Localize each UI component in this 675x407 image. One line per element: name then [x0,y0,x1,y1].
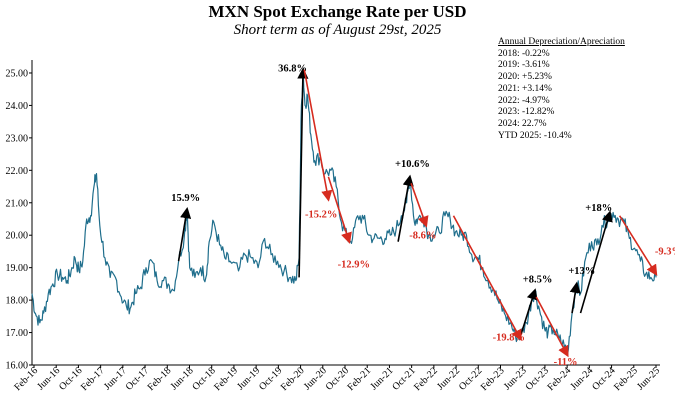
x-tick-label: Oct-21 [390,365,417,392]
x-tick-label: Oct-24 [590,365,617,392]
legend-item: 2020: +5.23% [498,72,552,83]
change-label: 15.9% [171,193,200,204]
y-tick-label: 20.00 [6,231,29,242]
chart-title: MXN Spot Exchange Rate per USD [208,2,467,21]
series-layer [31,69,657,356]
x-tick-label: Jun-18 [169,365,196,392]
change-arrow [452,215,522,342]
y-tick-label: 17.00 [6,328,29,339]
change-label: -15.2% [305,209,337,220]
x-tick-label: Oct-17 [124,365,151,392]
change-arrow [569,281,581,314]
legend-item: 2023: -12.82% [498,107,555,118]
change-arrow [327,176,352,244]
y-tick-label: 24.00 [6,101,29,112]
y-tick-label: 21.00 [6,198,29,209]
x-tick-label: Jun-20 [302,365,329,392]
x-tick-label: Jun-16 [35,365,62,392]
change-label: +8.5% [523,274,553,285]
legend-item: YTD 2025: -10.4% [498,130,572,141]
series-line [31,69,657,356]
x-tick-label: Feb-19 [212,365,240,393]
x-tick-label: Feb-17 [79,365,107,393]
change-arrow [303,69,333,202]
change-arrow [535,296,569,358]
x-tick-label: Oct-19 [257,365,284,392]
x-tick-label: Oct-22 [457,365,484,392]
annual-change-legend: Annual Depreciation/Apreciation 2018: -0… [498,37,625,142]
change-label: -12.9% [338,260,370,271]
change-label: -9.3% [655,247,675,258]
legend-item: 2021: +3.14% [498,83,552,94]
legend-header: Annual Depreciation/Apreciation [498,37,625,47]
y-tick-label: 16.00 [6,361,29,372]
x-tick-label: Jun-24 [568,365,595,392]
x-tick-label: Jun-19 [235,365,262,392]
annotation-layer: 15.9% 36.8% -15.2% -12.9% +10.6% -8.6% +8.5% -1… [171,63,675,368]
x-tick-label: Oct-18 [190,365,217,392]
x-tick-label: Jun-25 [635,365,662,392]
change-label: +13% [568,266,595,277]
change-label: +18% [585,203,612,214]
y-tick-label: 23.00 [6,133,29,144]
x-tick-label: Feb-24 [545,365,573,393]
change-arrow [177,207,192,262]
y-tick-label: 18.00 [6,296,29,307]
change-arrow [618,215,658,277]
change-arrow [297,67,309,278]
change-label: -19.8% [493,333,525,344]
change-arrow [397,174,414,242]
change-label: -8.6% [409,230,436,241]
x-tick-label: Oct-16 [57,365,84,392]
legend-item: 2022: -4.97% [498,95,550,106]
legend-item: 2019: -3.61% [498,60,550,71]
y-tick-label: 22.00 [6,166,29,177]
x-tick-label: Feb-25 [612,365,640,393]
change-arrow [410,183,429,228]
x-tick-label: Oct-20 [324,365,351,392]
change-label: -11% [554,357,578,368]
x-tick-label: Oct-23 [524,365,551,392]
chart-subtitle: Short term as of August 29st, 2025 [233,22,442,38]
legend-item: 2018: -0.22% [498,48,550,59]
y-tick-label: 25.00 [6,68,29,79]
legend-item: 2024: 22.7% [498,118,547,129]
change-label: 36.8% [278,63,307,74]
x-tick-label: Feb-21 [346,365,374,393]
x-tick-label: Jun-17 [102,365,129,392]
y-tick-label: 19.00 [6,263,29,274]
x-tick-label: Feb-18 [146,365,174,393]
x-tick-label: Jun-23 [502,365,529,392]
x-tick-label: Jun-21 [369,365,396,392]
x-tick-label: Feb-23 [479,365,507,393]
change-arrow [519,288,538,337]
x-tick-label: Feb-22 [412,365,440,393]
x-tick-label: Feb-20 [279,365,307,393]
x-tick-label: Jun-22 [435,365,462,392]
change-label: +10.6% [395,159,430,170]
change-arrow [579,210,613,314]
